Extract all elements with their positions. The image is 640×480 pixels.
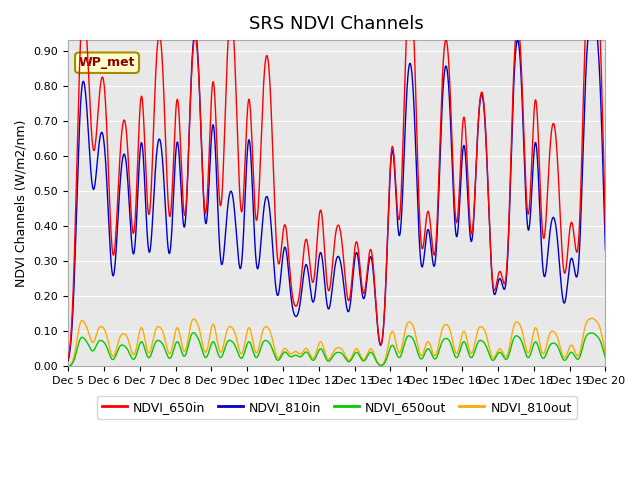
NDVI_810in [407, 63, 415, 69]
NDVI_810out [306, 351, 314, 357]
NDVI_650in [64, 357, 72, 362]
NDVI_810in [306, 281, 314, 287]
NDVI_650out [64, 363, 72, 369]
Text: WP_met: WP_met [79, 56, 135, 69]
NDVI_650in [78, 12, 86, 18]
Legend: NDVI_650in, NDVI_810in, NDVI_650out, NDVI_810out: NDVI_650in, NDVI_810in, NDVI_650out, NDV… [97, 396, 577, 419]
Line: NDVI_810in: NDVI_810in [68, 15, 605, 360]
NDVI_650out [600, 351, 608, 357]
NDVI_650in [306, 259, 314, 265]
NDVI_650in [602, 227, 609, 232]
NDVI_810in [588, 12, 596, 18]
NDVI_810in [64, 358, 72, 363]
NDVI_810out [600, 345, 608, 351]
NDVI_810out [407, 320, 415, 326]
NDVI_650out [546, 342, 554, 348]
NDVI_810out [531, 325, 539, 331]
NDVI_810out [64, 363, 72, 369]
NDVI_810in [600, 210, 608, 216]
NDVI_650out [595, 335, 602, 340]
Title: SRS NDVI Channels: SRS NDVI Channels [250, 15, 424, 33]
NDVI_810in [531, 141, 539, 146]
NDVI_810in [595, 45, 602, 50]
NDVI_650out [602, 355, 609, 361]
NDVI_650in [531, 98, 539, 104]
NDVI_810in [602, 248, 609, 253]
NDVI_650out [407, 334, 415, 340]
NDVI_650out [189, 330, 197, 336]
NDVI_810in [546, 229, 554, 235]
NDVI_650in [600, 182, 608, 188]
NDVI_650in [595, 12, 602, 18]
NDVI_810out [595, 321, 602, 326]
NDVI_650in [407, 12, 415, 18]
Line: NDVI_650in: NDVI_650in [68, 15, 605, 360]
NDVI_650in [546, 146, 554, 152]
Line: NDVI_810out: NDVI_810out [68, 318, 605, 366]
NDVI_650out [531, 339, 539, 345]
NDVI_810out [602, 351, 609, 357]
NDVI_810out [546, 331, 554, 336]
NDVI_810out [588, 315, 596, 321]
Y-axis label: NDVI Channels (W/m2/nm): NDVI Channels (W/m2/nm) [15, 120, 28, 287]
Line: NDVI_650out: NDVI_650out [68, 333, 605, 366]
NDVI_650out [306, 353, 314, 359]
